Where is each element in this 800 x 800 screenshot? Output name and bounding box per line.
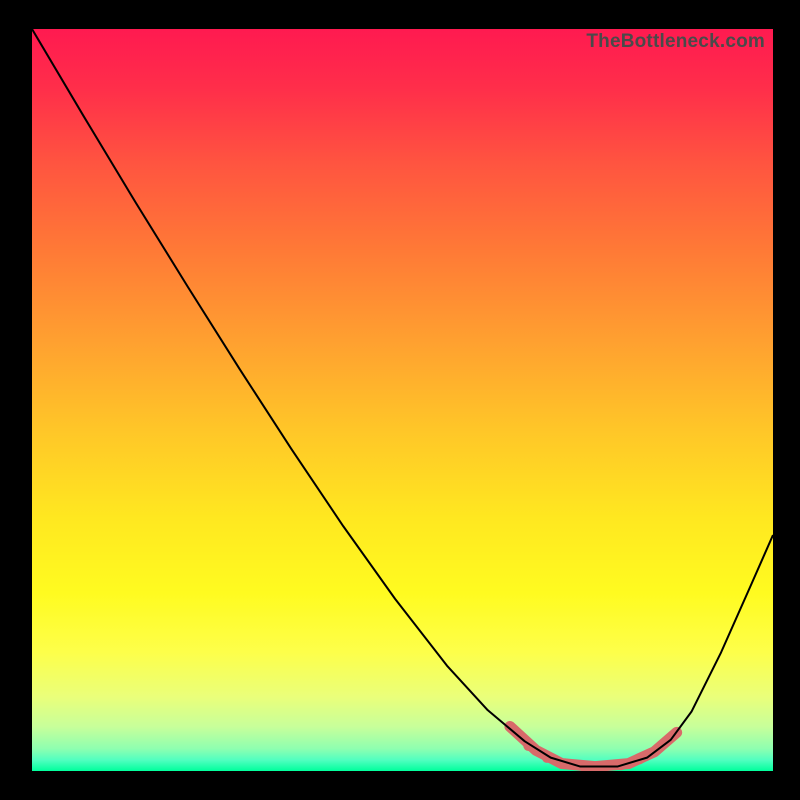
bottleneck-curve xyxy=(32,29,773,771)
chart-frame: TheBottleneck.com xyxy=(0,0,800,800)
plot-area: TheBottleneck.com xyxy=(32,29,773,771)
valley-highlight xyxy=(510,726,677,766)
main-curve-line xyxy=(32,29,773,767)
watermark-label: TheBottleneck.com xyxy=(586,31,765,53)
